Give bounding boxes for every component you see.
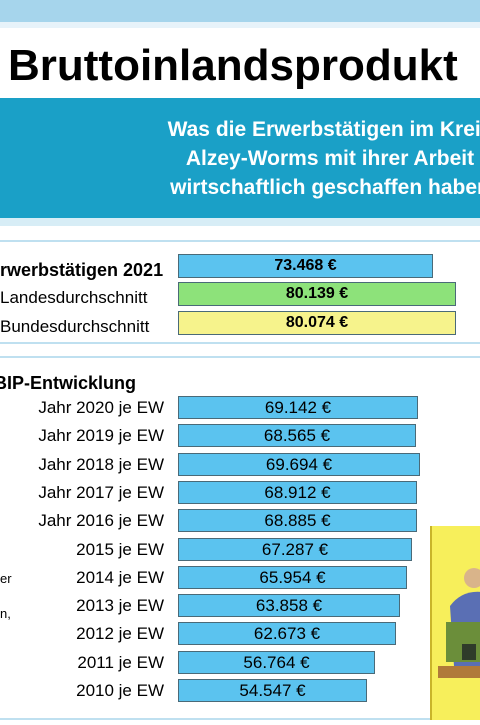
bip-bar: 69.694 €: [178, 453, 420, 476]
category-label: Jahr 2018 je EW: [38, 455, 164, 474]
bip-bar: 67.287 €: [178, 538, 412, 561]
category-label: 2014 je EW: [76, 568, 164, 587]
bar-value-label: 56.764 €: [243, 652, 310, 672]
bar-value-label: 68.912 €: [264, 482, 331, 502]
banner-line-2: Alzey-Worms mit ihrer Arbeit: [185, 147, 475, 170]
bip-bar: 68.565 €: [178, 424, 416, 447]
businessman-clipart: [430, 526, 480, 720]
bar-value-label: 62.673 €: [253, 623, 321, 643]
top-strip-light: [0, 22, 480, 28]
bip-bar: 65.954 €: [178, 566, 407, 589]
label-kreis: Erwerbstätigen 2021: [0, 260, 164, 280]
category-label: 2011 je EW: [77, 653, 164, 672]
bar-bund: 80.074 €: [178, 311, 456, 335]
category-label: Jahr 2020 je EW: [38, 398, 164, 417]
value-land: 80.139 €: [285, 285, 349, 302]
top-strip: [0, 0, 480, 22]
side-fragment-2: n,: [0, 606, 11, 621]
bip-bar: 68.912 €: [178, 481, 417, 504]
side-fragment-1: er: [0, 571, 12, 586]
bar-value-label: 54.547 €: [239, 680, 306, 700]
bar-value-label: 69.142 €: [264, 397, 332, 417]
bar-value-label: 68.565 €: [263, 425, 331, 445]
banner: [0, 98, 480, 218]
bar-value-label: 63.858 €: [255, 595, 323, 615]
banner-text: Was die Erwerbstätigen im Kreis Alzey-Wo…: [0, 115, 480, 202]
label-bund: Bundesdurchschnitt: [0, 317, 150, 336]
bip-bar: 54.547 €: [178, 679, 367, 702]
bip-bar: 68.885 €: [178, 509, 417, 532]
bar-value-label: 68.885 €: [264, 510, 331, 530]
label-land: Landesdurchschnitt: [0, 288, 148, 307]
bar-value-label: 67.287 €: [261, 539, 329, 559]
category-label: 2013 je EW: [76, 596, 164, 615]
bar-value-label: 65.954 €: [259, 567, 326, 587]
category-label: 2010 je EW: [76, 681, 164, 700]
category-label: Jahr 2016 je EW: [38, 511, 164, 530]
bip-bar: 56.764 €: [178, 651, 375, 674]
businessman-icon: [432, 526, 480, 720]
bar-land: 80.139 €: [178, 282, 456, 306]
chart-title: BIP-Entwicklung: [0, 373, 137, 393]
category-label: Jahr 2019 je EW: [38, 426, 164, 445]
bip-bar: 69.142 €: [178, 396, 418, 419]
banner-line-3: wirtschaftlich geschaffen haben: [170, 176, 480, 199]
bar-kreis: 73.468 €: [178, 254, 433, 278]
bip-bar: 62.673 €: [178, 622, 396, 645]
page-title: Bruttoinlandsprodukt: [8, 41, 458, 90]
category-label: 2012 je EW: [76, 624, 164, 643]
value-bund: 80.074 €: [285, 314, 349, 331]
bip-bar: 63.858 €: [178, 594, 400, 617]
banner-line-1: Was die Erwerbstätigen im Kreis: [167, 118, 480, 141]
value-kreis: 73.468 €: [274, 257, 337, 274]
bar-value-label: 69.694 €: [265, 454, 333, 474]
banner-edge: [0, 218, 480, 226]
category-label: Jahr 2017 je EW: [38, 483, 164, 502]
category-label: 2015 je EW: [76, 540, 164, 559]
